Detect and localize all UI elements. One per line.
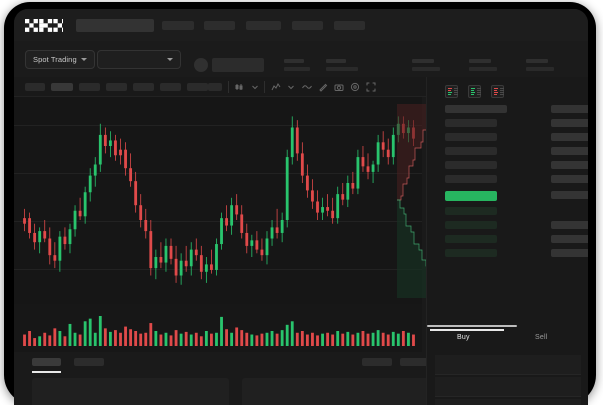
active-tab-underline xyxy=(32,371,61,373)
pair-name-placeholder[interactable] xyxy=(212,58,264,72)
depth-both-icon[interactable] xyxy=(445,85,458,98)
active-tab-underline xyxy=(430,329,504,331)
orderbook-header-left xyxy=(445,105,507,113)
search-pill[interactable] xyxy=(76,19,154,32)
nav-item-1[interactable] xyxy=(162,21,194,30)
bottom-action-2[interactable] xyxy=(400,358,430,366)
fullscreen-icon[interactable] xyxy=(366,82,376,92)
chevron-down-icon xyxy=(80,58,87,61)
table-row[interactable] xyxy=(551,175,588,183)
nav-item-5[interactable] xyxy=(334,21,365,30)
bottom-panel-right[interactable] xyxy=(242,378,438,405)
nav-item-3[interactable] xyxy=(246,21,281,30)
stat-change xyxy=(326,59,358,71)
price-field[interactable] xyxy=(435,355,581,375)
timeframe-6[interactable] xyxy=(160,83,181,91)
timeframe-3[interactable] xyxy=(79,83,100,91)
timeframe-1[interactable] xyxy=(25,83,45,91)
toolbar-divider xyxy=(228,81,229,93)
table-row[interactable] xyxy=(445,221,497,229)
table-row[interactable] xyxy=(551,191,588,199)
chevron-down-icon[interactable] xyxy=(286,82,296,92)
trading-mode-select[interactable]: Spot Trading xyxy=(25,50,95,69)
camera-icon[interactable] xyxy=(334,82,344,92)
app-screen: Spot Trading xyxy=(14,9,588,405)
bottom-tab-bar xyxy=(14,352,434,374)
order-form-tabs: Buy Sell xyxy=(427,329,588,351)
timeframe-7[interactable] xyxy=(187,83,208,91)
orderbook-panel: Buy Sell xyxy=(426,77,588,405)
amount-field[interactable] xyxy=(435,377,581,397)
table-row[interactable] xyxy=(445,249,497,257)
table-row[interactable] xyxy=(445,133,497,141)
stat-last-price xyxy=(284,59,310,71)
price-chart[interactable] xyxy=(14,97,422,304)
table-row[interactable] xyxy=(551,161,588,169)
orderbook-view-modes xyxy=(445,85,504,98)
table-row[interactable] xyxy=(445,235,497,243)
nav-item-2[interactable] xyxy=(204,21,235,30)
total-field[interactable] xyxy=(435,399,581,405)
candlestick-series xyxy=(23,116,415,285)
timeframe-8[interactable] xyxy=(208,83,222,91)
settings-icon[interactable] xyxy=(350,82,360,92)
bottom-action-1[interactable] xyxy=(362,358,392,366)
okx-logo-icon[interactable] xyxy=(25,19,63,32)
depth-asks-icon[interactable] xyxy=(491,85,504,98)
tab-sell[interactable]: Sell xyxy=(535,334,548,341)
pair-select[interactable] xyxy=(97,50,181,69)
table-row[interactable] xyxy=(445,207,497,215)
table-row[interactable] xyxy=(551,235,588,243)
indicator-icon[interactable] xyxy=(271,82,281,92)
trading-mode-label: Spot Trading xyxy=(33,55,77,64)
pencil-icon[interactable] xyxy=(318,82,328,92)
top-navigation-bar xyxy=(14,9,588,41)
tab-buy[interactable]: Buy xyxy=(457,334,470,341)
candle-type-icon[interactable] xyxy=(235,82,245,92)
stat-high xyxy=(412,59,440,71)
toolbar-divider xyxy=(264,81,265,93)
table-row[interactable] xyxy=(445,119,497,127)
orderbook-scrollbar[interactable] xyxy=(427,325,517,327)
volume-chart[interactable] xyxy=(14,304,422,352)
table-row[interactable] xyxy=(551,249,588,257)
stat-low xyxy=(469,59,497,71)
chevron-down-icon[interactable] xyxy=(250,82,260,92)
table-row[interactable] xyxy=(445,161,497,169)
table-row[interactable] xyxy=(551,133,588,141)
table-row[interactable] xyxy=(445,147,497,155)
table-row[interactable] xyxy=(551,147,588,155)
volume-series xyxy=(23,316,415,346)
orderbook-header-right xyxy=(551,105,588,113)
timeframe-5[interactable] xyxy=(133,83,154,91)
last-price-row[interactable] xyxy=(445,191,497,201)
coin-avatar-icon xyxy=(194,58,208,72)
table-row[interactable] xyxy=(551,221,588,229)
line-tool-icon[interactable] xyxy=(302,82,312,92)
depth-bids-icon[interactable] xyxy=(468,85,481,98)
chart-gridline xyxy=(14,221,422,222)
chevron-down-icon xyxy=(167,58,173,61)
table-row[interactable] xyxy=(445,175,497,183)
bottom-panel-left[interactable] xyxy=(32,378,229,405)
timeframe-4[interactable] xyxy=(106,83,127,91)
chart-gridline xyxy=(14,173,422,174)
table-row[interactable] xyxy=(551,119,588,127)
stat-volume xyxy=(526,59,554,71)
nav-item-4[interactable] xyxy=(292,21,323,30)
chart-gridline xyxy=(14,269,422,270)
tab-open-orders[interactable] xyxy=(32,358,61,366)
timeframe-2[interactable] xyxy=(51,83,73,91)
chart-gridline xyxy=(14,125,422,126)
tab-order-history[interactable] xyxy=(74,358,104,366)
